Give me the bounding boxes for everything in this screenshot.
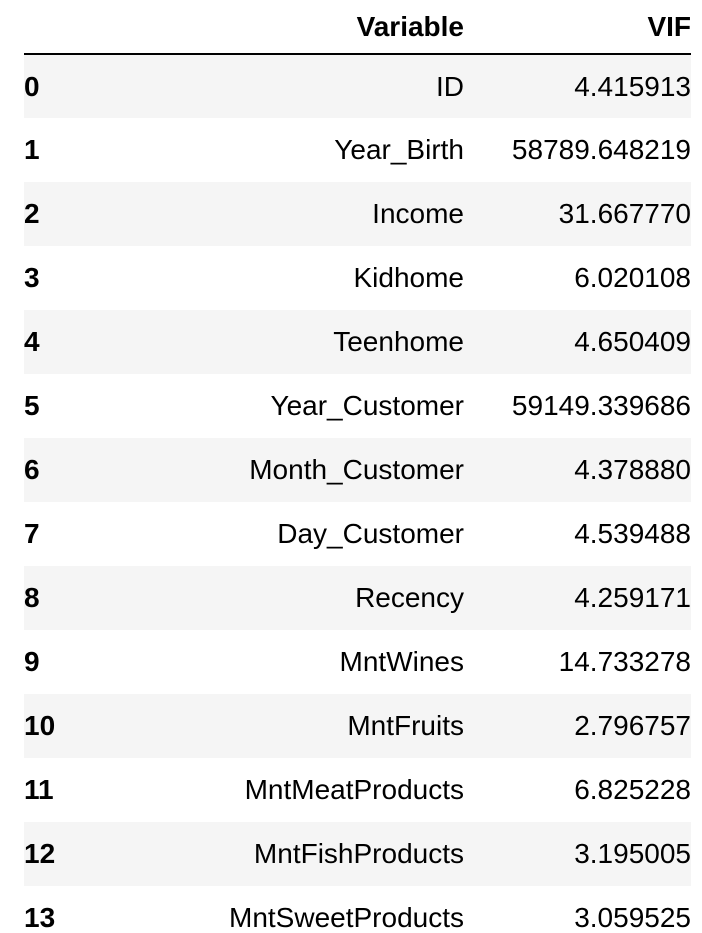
vif-cell: 58789.648219 [511,134,691,165]
row-index: 1 [24,134,40,165]
vif-column-header: VIF [464,0,691,55]
table-row: 9 MntWines 14.733278 [24,630,691,694]
row-index: 8 [24,582,40,613]
row-index: 13 [24,902,56,933]
table-row: 4 Teenhome 4.650409 [24,310,691,374]
vif-cell: 4.415913 [574,70,691,102]
vif-cell: 31.667770 [558,198,691,229]
vif-cell: 4.259171 [574,582,691,613]
variable-cell: Day_Customer [277,518,464,549]
vif-cell: 4.378880 [574,454,691,485]
variable-cell: Recency [355,582,464,613]
table-row: 12 MntFishProducts 3.195005 [24,822,691,886]
variable-cell: Month_Customer [249,454,464,485]
variable-cell: MntMeatProducts [244,774,464,805]
variable-cell: MntSweetProducts [229,902,464,933]
table-header: Variable VIF [24,0,691,55]
row-index: 4 [24,326,40,357]
variable-cell: MntFruits [347,710,464,741]
row-index: 10 [24,710,56,741]
row-index: 0 [24,70,40,102]
table-row: 8 Recency 4.259171 [24,566,691,630]
table-row: 10 MntFruits 2.796757 [24,694,691,758]
table-row: 1 Year_Birth 58789.648219 [24,118,691,182]
table-row: 3 Kidhome 6.020108 [24,246,691,310]
variable-cell: Kidhome [353,262,464,293]
vif-cell: 6.020108 [574,262,691,293]
table-row: 13 MntSweetProducts 3.059525 [24,886,691,933]
vif-cell: 2.796757 [574,710,691,741]
row-index: 6 [24,454,40,485]
table-row: 5 Year_Customer 59149.339686 [24,374,691,438]
vif-cell: 59149.339686 [511,390,691,421]
variable-cell: Teenhome [333,326,464,357]
header-row: Variable VIF [24,0,691,55]
vif-cell: 4.650409 [574,326,691,357]
table-row: 2 Income 31.667770 [24,182,691,246]
vif-cell: 4.539488 [574,518,691,549]
row-index: 3 [24,262,40,293]
variable-cell: MntFishProducts [253,838,464,869]
vif-cell: 14.733278 [558,646,691,677]
row-index: 5 [24,390,40,421]
table-row: 7 Day_Customer 4.539488 [24,502,691,566]
index-column-header [24,0,97,55]
vif-dataframe-table: Variable VIF 0 ID 4.415913 1 Year_Birth 58789… [24,0,691,933]
vif-cell: 6.825228 [574,774,691,805]
vif-cell: 3.195005 [574,838,691,869]
table-row: 11 MntMeatProducts 6.825228 [24,758,691,822]
row-index: 11 [24,774,54,805]
variable-cell: ID [436,70,464,102]
row-index: 2 [24,198,40,229]
row-index: 7 [24,518,40,549]
table-row: 6 Month_Customer 4.378880 [24,438,691,502]
row-index: 12 [24,838,56,869]
vif-cell: 3.059525 [574,902,691,933]
variable-cell: Income [372,198,464,229]
table-body: 0 ID 4.415913 1 Year_Birth 58789.648219 2 Incom… [24,54,691,933]
variable-cell: Year_Birth [334,134,464,165]
variable-cell: Year_Customer [270,390,464,421]
table-row: 0 ID 4.415913 [24,54,691,118]
row-index: 9 [24,646,40,677]
variable-column-header: Variable [97,0,464,55]
variable-cell: MntWines [339,646,464,677]
